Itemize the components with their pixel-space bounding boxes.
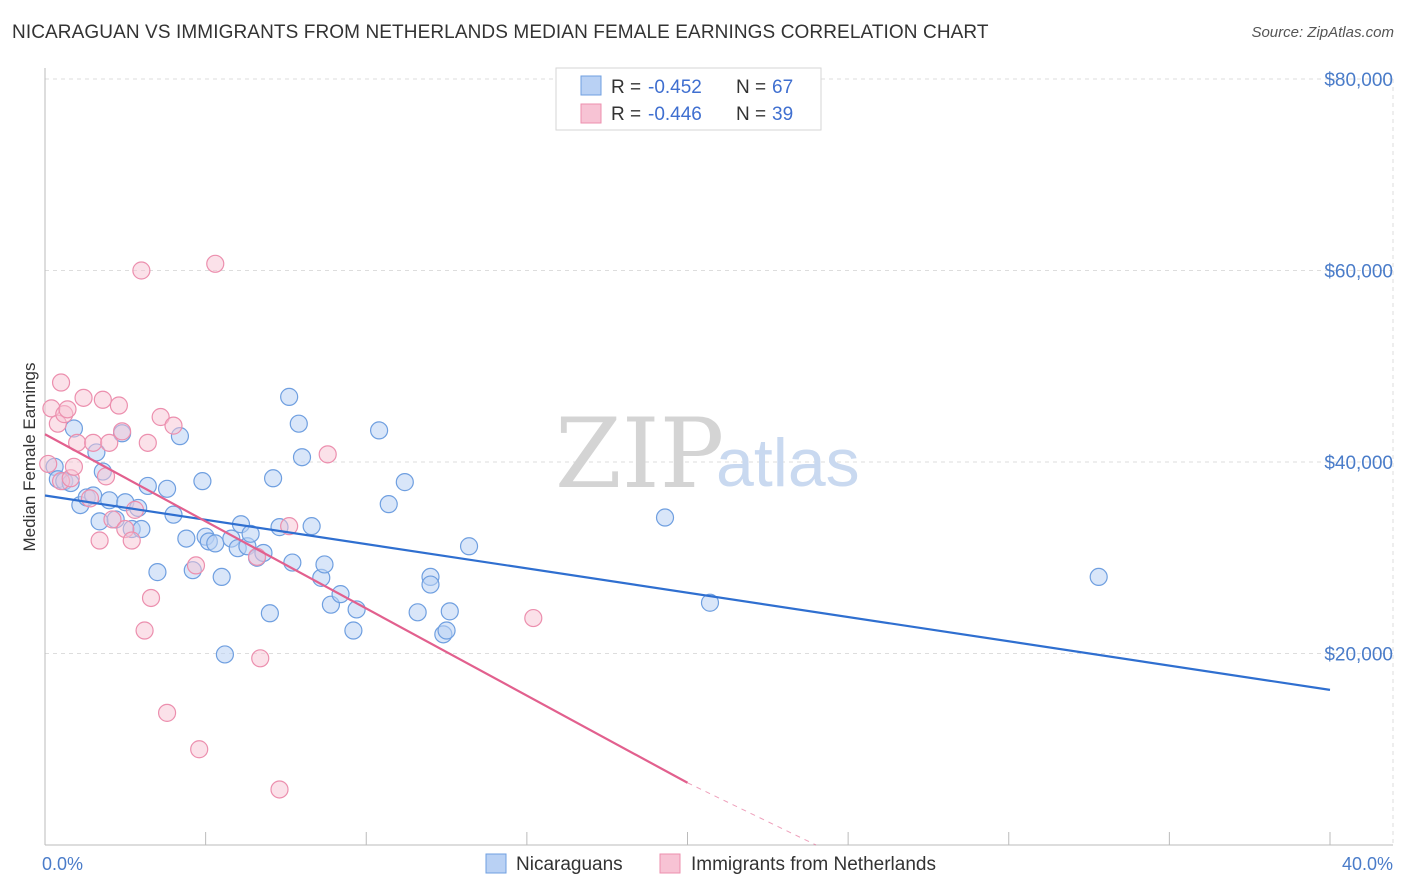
legend-r-label-pink: R = <box>611 104 641 125</box>
source-label: Source: ZipAtlas.com <box>1251 24 1394 41</box>
netherlands-point-24 <box>138 433 157 452</box>
legend-swatch-pink <box>580 103 602 124</box>
nicaraguans-point-64 <box>1089 567 1108 587</box>
series-legend: Nicaraguans Immigrants from Netherlands <box>485 853 936 875</box>
legend-r-value-blue: -0.452 <box>648 77 702 98</box>
watermark-zip: ZIP <box>555 398 724 510</box>
netherlands-point-33 <box>251 649 270 668</box>
nicaraguans-point-43 <box>289 414 308 433</box>
trend-lines <box>44 433 1331 846</box>
netherlands-point-27 <box>157 703 177 722</box>
nicaraguans-point-19 <box>148 563 167 582</box>
nicaraguans-point-50 <box>344 621 363 640</box>
nicaraguans-point-55 <box>408 603 427 622</box>
legend-r-label-blue: R = <box>611 77 641 98</box>
nicaraguans-point-53 <box>379 495 398 514</box>
netherlands-point-15 <box>100 433 119 452</box>
nicaraguans-point-63 <box>700 593 720 612</box>
nicaraguans-point-41 <box>280 387 299 406</box>
nicaraguans-point-57 <box>421 575 440 594</box>
netherlands-point-25 <box>141 588 161 608</box>
nicaraguans-point-62 <box>655 508 675 527</box>
legend-n-value-blue: 67 <box>772 77 793 98</box>
chart-title: NICARAGUAN VS IMMIGRANTS FROM NETHERLAND… <box>12 22 989 43</box>
netherlands-point-12 <box>90 531 109 550</box>
grid-lines <box>45 78 1394 845</box>
nicaraguans-point-47 <box>315 555 334 574</box>
netherlands-point-32 <box>247 547 267 566</box>
correlation-legend: R = -0.452 N = 67 R = -0.446 N = 39 <box>555 67 822 131</box>
nicaraguans-point-28 <box>206 534 225 553</box>
netherlands-point-22 <box>132 261 151 280</box>
x-tick-label-max: 40.0% <box>1342 854 1393 874</box>
legend-n-label-blue: N = <box>736 77 766 98</box>
nicaraguans-point-44 <box>292 448 312 467</box>
y-tick-label-3: $80,000 <box>1324 70 1393 91</box>
netherlands-trend-extension <box>687 782 817 846</box>
netherlands-point-35 <box>280 517 299 536</box>
watermark-atlas: atlas <box>716 425 860 501</box>
y-tick-labels: $20,000 $40,000 $60,000 $80,000 <box>1324 70 1393 666</box>
legend-swatch-blue <box>580 75 602 96</box>
netherlands-point-13 <box>93 390 112 409</box>
nicaraguans-point-25 <box>193 472 212 491</box>
nicaraguans-point-35 <box>241 524 260 543</box>
bottom-legend-swatch-blue <box>485 853 507 874</box>
nicaraguans-point-52 <box>370 421 389 440</box>
nicaraguans-point-20 <box>157 479 177 498</box>
nicaraguans-point-60 <box>440 602 459 621</box>
nicaraguans-point-39 <box>263 469 283 488</box>
netherlands-point-11 <box>84 433 103 452</box>
nicaraguans-point-45 <box>302 517 321 536</box>
x-tick-label-min: 0.0% <box>42 854 83 874</box>
netherlands-point-36 <box>318 445 337 464</box>
nicaraguans-point-30 <box>215 645 234 664</box>
y-tick-label-2: $60,000 <box>1324 262 1393 283</box>
netherlands-point-20 <box>122 531 141 550</box>
y-tick-label-1: $40,000 <box>1324 453 1393 474</box>
y-tick-label-0: $20,000 <box>1324 645 1393 666</box>
netherlands-point-38 <box>39 454 58 474</box>
netherlands-point-9 <box>74 388 93 407</box>
nicaraguans-point-59 <box>437 621 456 640</box>
nicaraguans-point-54 <box>395 473 414 492</box>
netherlands-point-18 <box>112 422 132 441</box>
netherlands-point-23 <box>135 621 154 640</box>
legend-n-label-pink: N = <box>736 104 766 125</box>
netherlands-trend-line <box>44 433 689 784</box>
nicaraguans-point-38 <box>260 604 279 623</box>
nicaraguans-point-23 <box>177 529 196 548</box>
netherlands-point-34 <box>270 780 289 799</box>
nicaraguans-point-29 <box>212 567 231 587</box>
netherlands-point-26 <box>151 407 170 427</box>
netherlands-point-7 <box>64 457 84 476</box>
netherlands-point-10 <box>80 489 100 508</box>
netherlands-point-29 <box>186 556 206 575</box>
legend-r-value-pink: -0.446 <box>648 104 702 125</box>
netherlands-point-16 <box>103 510 122 529</box>
netherlands-point-3 <box>51 373 71 392</box>
netherlands-points <box>39 254 543 799</box>
netherlands-point-28 <box>164 416 183 435</box>
watermark: ZIP atlas <box>555 398 860 510</box>
netherlands-point-31 <box>206 254 225 273</box>
bottom-legend-netherlands: Immigrants from Netherlands <box>691 854 936 875</box>
netherlands-point-30 <box>190 740 209 759</box>
bottom-legend-nicaraguans: Nicaraguans <box>516 854 623 875</box>
nicaraguans-trend-line <box>44 494 1331 691</box>
netherlands-point-37 <box>524 608 543 628</box>
nicaraguans-point-61 <box>459 537 479 556</box>
netherlands-point-17 <box>109 396 128 415</box>
bottom-legend-swatch-pink <box>659 853 681 874</box>
netherlands-point-5 <box>58 400 77 419</box>
legend-n-value-pink: 39 <box>772 104 793 125</box>
y-axis-label: Median Female Earnings <box>20 363 39 552</box>
